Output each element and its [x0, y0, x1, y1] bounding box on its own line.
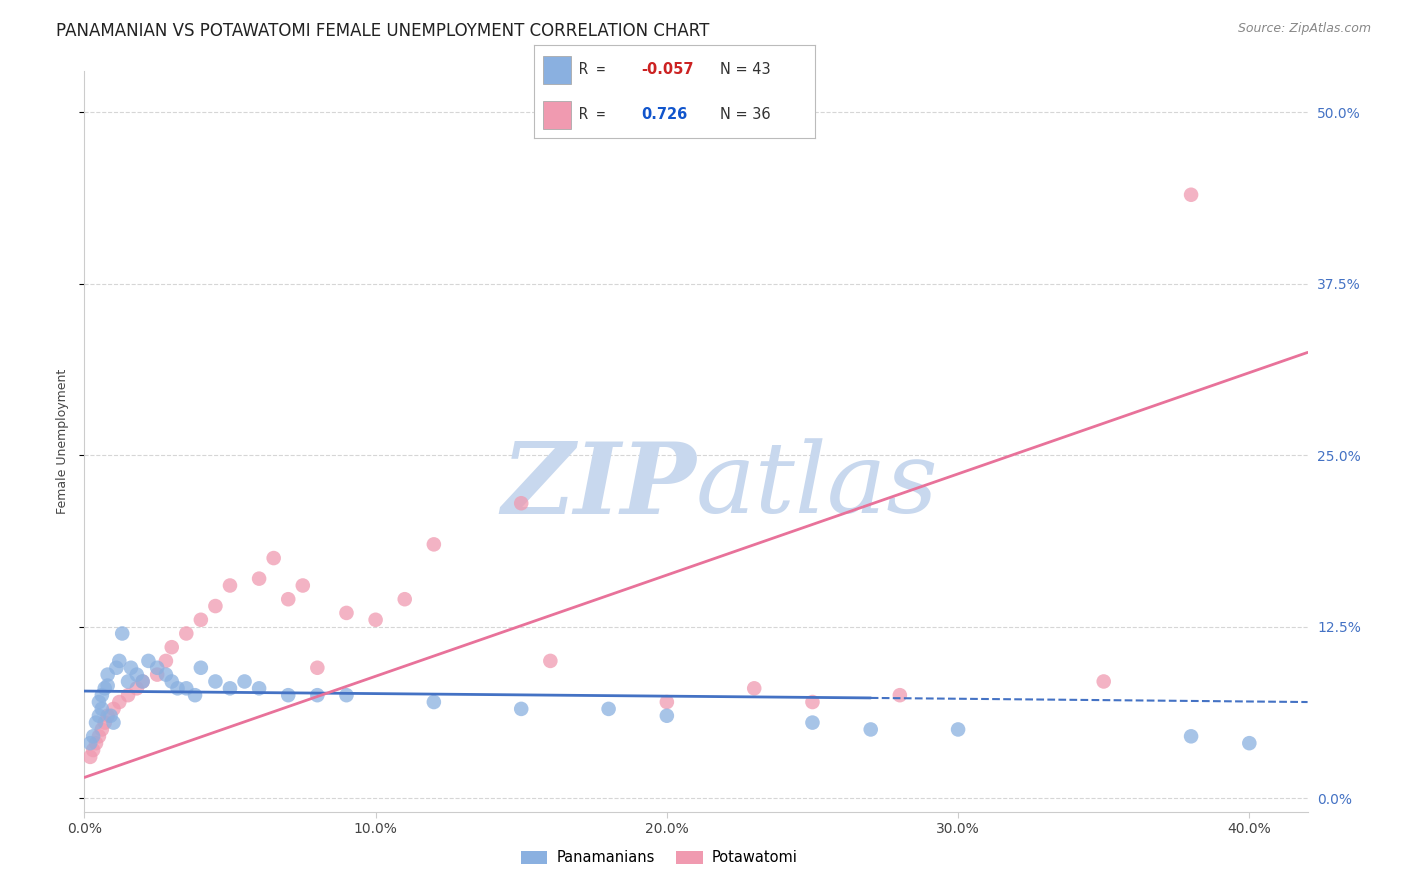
- Point: [184, 688, 207, 702]
- Point: [93, 715, 115, 730]
- Point: [117, 688, 139, 702]
- Point: [247, 681, 270, 696]
- Point: [1180, 729, 1202, 743]
- Point: [263, 551, 285, 566]
- Point: [87, 695, 110, 709]
- Text: -0.057: -0.057: [641, 62, 693, 78]
- Point: [103, 702, 125, 716]
- Y-axis label: Female Unemployment: Female Unemployment: [56, 369, 69, 514]
- Point: [97, 708, 120, 723]
- Point: [117, 674, 139, 689]
- Point: [138, 654, 160, 668]
- Point: [82, 743, 104, 757]
- Point: [364, 613, 387, 627]
- Text: Source: ZipAtlas.com: Source: ZipAtlas.com: [1237, 22, 1371, 36]
- Point: [97, 667, 120, 681]
- Point: [100, 708, 122, 723]
- Point: [90, 688, 112, 702]
- Point: [307, 688, 329, 702]
- Point: [93, 681, 115, 696]
- Text: PANAMANIAN VS POTAWATOMI FEMALE UNEMPLOYMENT CORRELATION CHART: PANAMANIAN VS POTAWATOMI FEMALE UNEMPLOY…: [56, 22, 710, 40]
- Point: [1092, 674, 1115, 689]
- FancyBboxPatch shape: [543, 101, 571, 129]
- Text: ZIP: ZIP: [501, 438, 696, 534]
- Point: [394, 592, 416, 607]
- Point: [131, 674, 153, 689]
- Point: [90, 702, 112, 716]
- Point: [291, 578, 314, 592]
- Point: [84, 736, 107, 750]
- Text: N = 36: N = 36: [720, 107, 770, 122]
- Point: [538, 654, 561, 668]
- Point: [108, 654, 131, 668]
- Point: [598, 702, 620, 716]
- Point: [510, 496, 533, 510]
- Point: [307, 661, 329, 675]
- Point: [510, 702, 533, 716]
- Point: [174, 626, 197, 640]
- Point: [125, 667, 148, 681]
- Point: [889, 688, 911, 702]
- Point: [79, 750, 101, 764]
- Point: [247, 572, 270, 586]
- Point: [97, 679, 120, 693]
- Point: [146, 667, 169, 681]
- Point: [335, 606, 357, 620]
- Point: [190, 613, 212, 627]
- Text: atlas: atlas: [696, 438, 939, 533]
- Point: [277, 592, 299, 607]
- Point: [79, 736, 101, 750]
- Point: [219, 681, 242, 696]
- Point: [233, 674, 256, 689]
- Point: [946, 723, 969, 737]
- Point: [155, 654, 177, 668]
- Point: [174, 681, 197, 696]
- Point: [859, 723, 882, 737]
- Point: [1239, 736, 1261, 750]
- Point: [335, 688, 357, 702]
- Point: [423, 695, 446, 709]
- Text: N = 43: N = 43: [720, 62, 770, 78]
- Point: [87, 729, 110, 743]
- Point: [1180, 187, 1202, 202]
- Legend: Panamanians, Potawatomi: Panamanians, Potawatomi: [516, 845, 803, 871]
- Point: [166, 681, 188, 696]
- Point: [90, 723, 112, 737]
- Text: 0.726: 0.726: [641, 107, 688, 122]
- Point: [742, 681, 765, 696]
- Point: [801, 715, 824, 730]
- Point: [125, 681, 148, 696]
- Point: [84, 715, 107, 730]
- Text: R =: R =: [579, 62, 614, 78]
- FancyBboxPatch shape: [543, 56, 571, 84]
- Point: [801, 695, 824, 709]
- Point: [160, 640, 183, 655]
- Point: [204, 599, 226, 613]
- Point: [655, 695, 678, 709]
- Point: [108, 695, 131, 709]
- Point: [160, 674, 183, 689]
- Text: R =: R =: [579, 107, 623, 122]
- Point: [87, 708, 110, 723]
- Point: [111, 626, 134, 640]
- Point: [277, 688, 299, 702]
- Point: [120, 661, 142, 675]
- Point: [103, 715, 125, 730]
- Point: [219, 578, 242, 592]
- Point: [204, 674, 226, 689]
- Point: [190, 661, 212, 675]
- Point: [82, 729, 104, 743]
- Point: [131, 674, 153, 689]
- Point: [146, 661, 169, 675]
- Point: [155, 667, 177, 681]
- Point: [423, 537, 446, 551]
- Point: [105, 661, 128, 675]
- Point: [655, 708, 678, 723]
